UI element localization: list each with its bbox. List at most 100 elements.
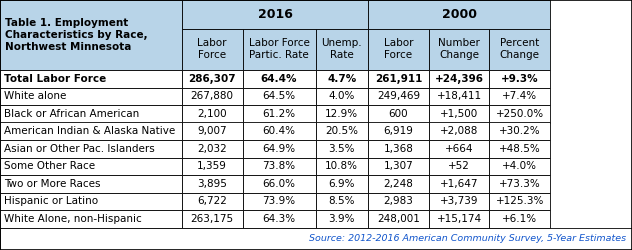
- Bar: [368, 70, 428, 87]
- Text: 60.4%: 60.4%: [262, 126, 296, 136]
- Bar: [489, 70, 550, 87]
- Text: +664: +664: [445, 144, 473, 154]
- Bar: [182, 29, 243, 70]
- Text: Black or African American: Black or African American: [4, 109, 139, 119]
- Text: +52: +52: [448, 161, 470, 171]
- Text: 2,032: 2,032: [197, 144, 227, 154]
- Bar: [368, 122, 428, 140]
- Bar: [489, 210, 550, 228]
- Bar: [489, 29, 550, 70]
- Text: 61.2%: 61.2%: [262, 109, 296, 119]
- Bar: [182, 105, 243, 122]
- Bar: [315, 210, 368, 228]
- Text: +48.5%: +48.5%: [499, 144, 540, 154]
- Bar: [243, 105, 315, 122]
- Bar: [182, 158, 243, 175]
- Text: 8.5%: 8.5%: [329, 196, 355, 206]
- Bar: [182, 175, 243, 192]
- Text: 2,248: 2,248: [384, 179, 413, 189]
- Text: Table 1. Employment
Characteristics by Race,
Northwest Minnesota: Table 1. Employment Characteristics by R…: [5, 18, 148, 52]
- Bar: [489, 192, 550, 210]
- Bar: [428, 140, 489, 158]
- Bar: [182, 140, 243, 158]
- Bar: [0, 70, 182, 87]
- Bar: [315, 122, 368, 140]
- Bar: [243, 88, 315, 105]
- Bar: [368, 210, 428, 228]
- Bar: [428, 175, 489, 192]
- Text: 1,368: 1,368: [384, 144, 413, 154]
- Bar: [489, 140, 550, 158]
- Text: Percent
Change: Percent Change: [500, 38, 540, 60]
- Text: 20.5%: 20.5%: [325, 126, 358, 136]
- Text: +18,411: +18,411: [437, 91, 482, 101]
- Bar: [315, 88, 368, 105]
- Bar: [368, 88, 428, 105]
- Text: +24,396: +24,396: [435, 74, 483, 84]
- Bar: [243, 210, 315, 228]
- Text: 64.5%: 64.5%: [262, 91, 296, 101]
- Bar: [428, 88, 489, 105]
- Bar: [243, 175, 315, 192]
- Text: +250.0%: +250.0%: [495, 109, 544, 119]
- Text: +4.0%: +4.0%: [502, 161, 537, 171]
- Bar: [243, 29, 315, 70]
- Text: +2,088: +2,088: [440, 126, 478, 136]
- Bar: [0, 140, 182, 158]
- Text: Source: 2012-2016 American Community Survey, 5-Year Estimates: Source: 2012-2016 American Community Sur…: [308, 234, 626, 243]
- Bar: [182, 122, 243, 140]
- Text: +7.4%: +7.4%: [502, 91, 537, 101]
- Bar: [368, 158, 428, 175]
- Bar: [368, 192, 428, 210]
- Text: 12.9%: 12.9%: [325, 109, 358, 119]
- Bar: [182, 70, 243, 87]
- Bar: [0, 158, 182, 175]
- Text: White Alone, non-Hispanic: White Alone, non-Hispanic: [4, 214, 142, 224]
- Bar: [0, 192, 182, 210]
- Text: 6,919: 6,919: [384, 126, 413, 136]
- Bar: [368, 175, 428, 192]
- Text: Total Labor Force: Total Labor Force: [4, 74, 106, 84]
- Text: 267,880: 267,880: [191, 91, 234, 101]
- Bar: [489, 122, 550, 140]
- Bar: [243, 122, 315, 140]
- Bar: [368, 0, 550, 29]
- Bar: [243, 70, 315, 87]
- Bar: [489, 88, 550, 105]
- Bar: [489, 158, 550, 175]
- Text: +125.3%: +125.3%: [495, 196, 544, 206]
- Bar: [315, 105, 368, 122]
- Text: Unemp.
Rate: Unemp. Rate: [322, 38, 362, 60]
- Text: 1,307: 1,307: [384, 161, 413, 171]
- Bar: [182, 192, 243, 210]
- Text: 248,001: 248,001: [377, 214, 420, 224]
- Text: Asian or Other Pac. Islanders: Asian or Other Pac. Islanders: [4, 144, 155, 154]
- Bar: [0, 105, 182, 122]
- Bar: [489, 175, 550, 192]
- Bar: [0, 122, 182, 140]
- Bar: [428, 29, 489, 70]
- Text: +3,739: +3,739: [440, 196, 478, 206]
- Text: Labor
Force: Labor Force: [384, 38, 413, 60]
- Text: 64.3%: 64.3%: [262, 214, 296, 224]
- Bar: [0, 228, 632, 250]
- Text: 10.8%: 10.8%: [325, 161, 358, 171]
- Text: 6,722: 6,722: [197, 196, 227, 206]
- Bar: [243, 192, 315, 210]
- Text: 64.4%: 64.4%: [261, 74, 297, 84]
- Text: 6.9%: 6.9%: [329, 179, 355, 189]
- Bar: [368, 29, 428, 70]
- Text: 263,175: 263,175: [191, 214, 234, 224]
- Bar: [428, 158, 489, 175]
- Text: 2,983: 2,983: [384, 196, 413, 206]
- Text: 3.9%: 3.9%: [329, 214, 355, 224]
- Bar: [315, 140, 368, 158]
- Text: 73.8%: 73.8%: [262, 161, 296, 171]
- Text: +15,174: +15,174: [437, 214, 482, 224]
- Text: +73.3%: +73.3%: [499, 179, 540, 189]
- Text: +6.1%: +6.1%: [502, 214, 537, 224]
- Text: +30.2%: +30.2%: [499, 126, 540, 136]
- Text: 4.0%: 4.0%: [329, 91, 355, 101]
- Text: 73.9%: 73.9%: [262, 196, 296, 206]
- Bar: [182, 88, 243, 105]
